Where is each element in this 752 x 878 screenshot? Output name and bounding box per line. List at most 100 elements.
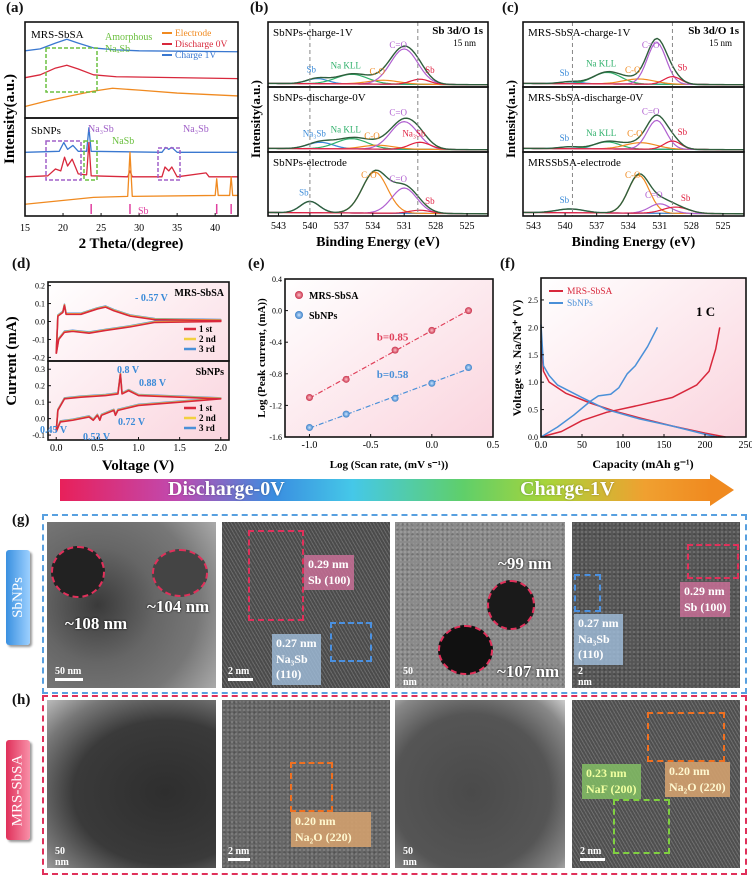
- particle-size: ~107 nm: [497, 662, 560, 681]
- legend-label: SbNPs: [309, 311, 337, 322]
- peak-label: Sb: [678, 63, 688, 73]
- data-point: [391, 346, 399, 354]
- panel-label-d: (d): [12, 256, 31, 272]
- peak-label: Na KLL: [331, 125, 361, 135]
- subpanel-title: SbNPs-discharge-0V: [273, 92, 366, 104]
- xrd-trace-charge-1v: [24, 38, 239, 53]
- envelope-fit: [522, 173, 745, 215]
- y-tick-label: -1.2: [269, 401, 282, 410]
- y-axis-title: Intensity(a.u.): [248, 80, 263, 158]
- x-tick-label: 250: [739, 440, 752, 451]
- lattice-label-sb: 0.29 nm Sb (100): [680, 582, 731, 618]
- x-tick-label: 525: [460, 221, 475, 232]
- scale-bar: 2 nm: [228, 666, 253, 681]
- scale-bar: 50 nm: [55, 846, 80, 868]
- peak-label: Sb: [681, 193, 691, 203]
- peak-label: Sb: [678, 127, 688, 137]
- particle-circle: [487, 580, 535, 630]
- peak-label: C-O: [625, 170, 641, 180]
- hrtem-image-g2: 0.29 nm Sb (100) 0.27 nm Na₃Sb (110) 2 nm: [222, 522, 390, 688]
- data-point: [465, 307, 473, 315]
- cv-cycle-1st: [55, 373, 222, 433]
- y-axis-title: Intensity(a.u.): [2, 74, 18, 164]
- hrtem-image-h4: 0.20 nm Na₂O (220) 0.23 nm NaF (200) 2 nm: [572, 700, 740, 868]
- particle-circle: [152, 549, 208, 597]
- y-tick-label: -0.8: [269, 370, 282, 379]
- legend-marker: [295, 291, 303, 299]
- subpanel-title: SbNPs: [196, 367, 224, 378]
- x-axis-title: Log (Scan rate, (mV s⁻¹)): [330, 459, 449, 471]
- subpanel-title: MRS-SbSA-discharge-0V: [528, 92, 643, 104]
- legend-label: Electrode: [175, 29, 211, 39]
- tem-image-h1: 50 nm: [47, 700, 216, 868]
- lattice-box: [613, 799, 670, 854]
- rate-label: 1 C: [696, 304, 715, 319]
- x-tick-label: 540: [558, 221, 573, 232]
- subpanel-title: MRS-SbSA: [175, 288, 225, 299]
- panel-label-g: (g): [12, 512, 30, 528]
- lattice-label-na3sb: 0.27 nm Na₃Sb (110): [272, 634, 321, 685]
- slope-label: b=0.85: [377, 332, 409, 344]
- x-tick-label: 543: [526, 221, 541, 232]
- plane: Sb (100): [684, 599, 727, 614]
- y-tick-label: 0.0: [272, 307, 282, 316]
- panel-label-c: (c): [502, 0, 519, 16]
- scale-bar: 50 nm: [403, 846, 421, 868]
- depth-label: 15 nm: [453, 38, 476, 48]
- d-spacing: 0.23 nm: [586, 766, 627, 780]
- legend-label: MRS-SbSA: [567, 287, 613, 297]
- x-tick-label: 15: [20, 223, 30, 234]
- x-tick-label: 50: [577, 440, 587, 451]
- hrtem-image-g4: 0.29 nm Sb (100) 0.27 nm Na₃Sb (110) 2 nm: [572, 522, 740, 688]
- lattice-box: [290, 762, 333, 812]
- x-tick-label: 200: [698, 440, 713, 451]
- peak-label: C-O: [364, 131, 380, 141]
- x-tick-label: 525: [715, 221, 730, 232]
- x-axis-title: Capacity (mAh g⁻¹): [592, 457, 693, 471]
- y-tick-label: 2.0: [528, 323, 538, 332]
- legend-label: 1 st: [199, 324, 212, 334]
- x-tick-label: 100: [616, 440, 631, 451]
- region-label: Sb 3d/O 1s: [432, 25, 483, 37]
- legend-label: Discharge 0V: [175, 40, 227, 50]
- charge-label: Charge-1V: [520, 478, 615, 500]
- peak-label: C-O: [627, 129, 643, 139]
- peak-label: C=O: [645, 190, 663, 200]
- x-tick-label: 534: [621, 221, 636, 232]
- x-tick-label: 540: [302, 221, 317, 232]
- plot-background: [541, 278, 746, 437]
- xps-subpanel: [267, 151, 489, 217]
- legend-label: SbNPs: [567, 299, 593, 309]
- y-axis-title: Intensity(a.u.): [503, 80, 518, 158]
- tem-image-h3: 50 nm: [395, 700, 565, 868]
- y-axis-title: Voltage vs. Na/Na⁺ (V): [510, 300, 524, 417]
- x-tick-label: 531: [397, 221, 412, 232]
- envelope-fit: [267, 117, 489, 151]
- lattice-label-na2o: 0.20 nm Na₂O (220): [665, 762, 730, 798]
- subpanel-title: MRS-SbSA: [31, 29, 84, 41]
- peak-label: Sb: [425, 65, 435, 75]
- peak-label: Sb: [560, 68, 570, 78]
- peak-label: C-O: [361, 170, 377, 180]
- peak-label: Sb: [560, 195, 570, 205]
- y-tick-label: 0.1: [35, 398, 45, 407]
- plot-background: [285, 279, 493, 437]
- component-peak-co: [522, 41, 745, 86]
- x-tick-label: 0.0: [426, 440, 439, 451]
- x-tick-label: 537: [589, 221, 604, 232]
- y-tick-label: -1.6: [269, 433, 282, 442]
- scale-bar-label: 50 nm: [403, 846, 417, 868]
- envelope-fit: [267, 45, 489, 86]
- panel-label-e: (e): [248, 256, 265, 272]
- peak-057-label: - 0.57 V: [135, 293, 169, 304]
- peak-072-label: 0.72 V: [118, 417, 146, 428]
- subpanel-title: SbNPs-charge-1V: [273, 27, 353, 39]
- y-tick-label: 0.2: [35, 382, 45, 391]
- scale-bar-label: 50 nm: [403, 666, 417, 688]
- mrs-sbsa-frame: [42, 695, 747, 875]
- row-label-mrs-sbsa: MRS-SbSA: [6, 740, 30, 840]
- y-tick-label: 0.2: [35, 282, 45, 291]
- scale-bar-label: 2 nm: [578, 666, 592, 688]
- d-spacing: 0.29 nm: [684, 584, 725, 598]
- x-tick-label: 528: [428, 221, 443, 232]
